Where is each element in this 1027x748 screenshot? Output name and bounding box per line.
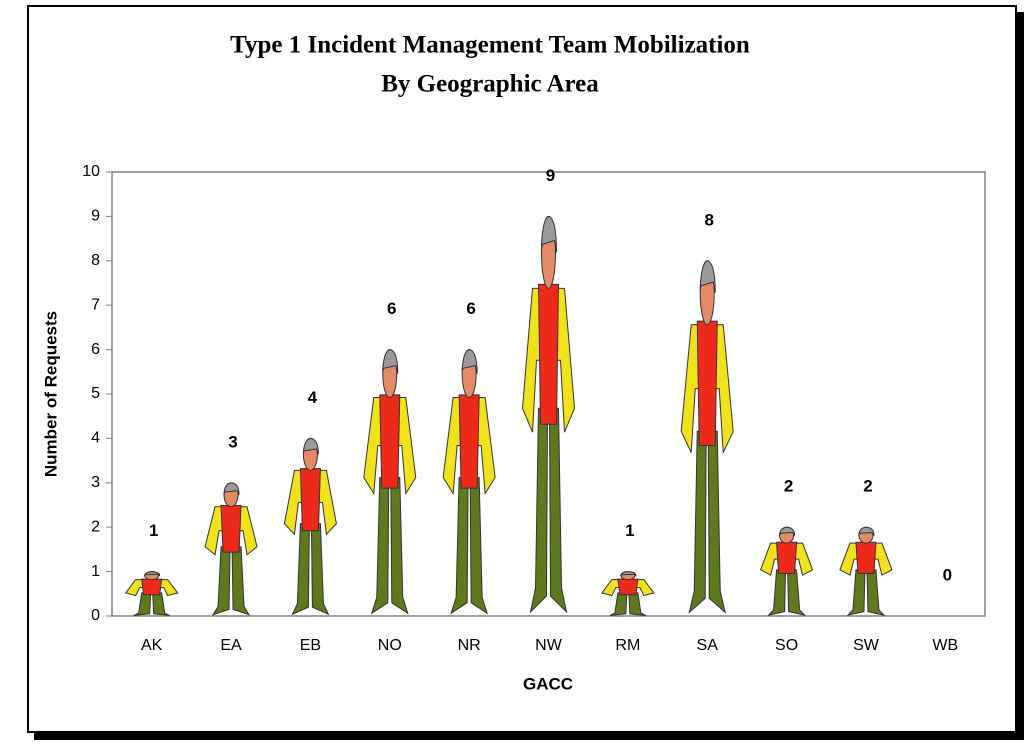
value-label: 9 — [546, 166, 555, 185]
hair — [859, 527, 874, 535]
hair — [700, 261, 715, 293]
vest — [856, 542, 876, 573]
x-tick-label: SA — [697, 637, 719, 654]
y-tick-label: 9 — [91, 208, 100, 225]
vest — [380, 395, 400, 488]
hair — [621, 572, 636, 576]
person-bar — [523, 216, 575, 612]
y-tick-label: 8 — [91, 252, 100, 269]
vest — [618, 579, 638, 595]
x-tick-label: EB — [300, 637, 321, 654]
y-tick-label: 1 — [91, 563, 100, 580]
hair — [383, 350, 398, 374]
vest — [142, 579, 162, 595]
vest — [697, 321, 717, 445]
x-tick-label: NW — [535, 637, 563, 654]
person-bar — [840, 527, 892, 615]
x-tick-label: SW — [853, 637, 880, 654]
x-axis-label: GACC — [523, 674, 573, 693]
value-label: 6 — [387, 299, 396, 318]
hair — [145, 572, 160, 576]
y-axis-label: Number of Requests — [41, 311, 60, 477]
value-label: 3 — [228, 432, 237, 451]
y-tick-label: 5 — [91, 385, 100, 402]
y-tick-label: 2 — [91, 518, 100, 535]
y-tick-label: 7 — [91, 296, 100, 313]
hair — [303, 438, 318, 454]
value-label: 0 — [943, 565, 952, 584]
value-label: 2 — [863, 477, 872, 496]
x-tick-label: NO — [378, 637, 402, 654]
hair — [780, 527, 795, 535]
vest — [777, 542, 797, 573]
value-label: 4 — [308, 388, 318, 407]
hair — [462, 350, 477, 374]
x-tick-label: SO — [775, 637, 798, 654]
x-tick-label: AK — [141, 637, 163, 654]
y-tick-label: 0 — [91, 607, 100, 624]
value-label: 2 — [784, 477, 793, 496]
x-tick-label: RM — [615, 637, 640, 654]
y-tick-label: 3 — [91, 474, 100, 491]
chart-title: Type 1 Incident Management Team Mobiliza… — [230, 32, 750, 59]
y-tick-label: 10 — [82, 163, 100, 180]
x-tick-label: NR — [458, 637, 481, 654]
person-bar — [364, 350, 416, 614]
y-tick-label: 6 — [91, 341, 100, 358]
value-label: 1 — [149, 521, 158, 540]
person-bar — [126, 572, 178, 616]
frame — [27, 5, 1017, 733]
vest — [221, 505, 241, 552]
hair — [224, 483, 239, 495]
y-tick-label: 4 — [91, 430, 100, 447]
chart-title: By Geographic Area — [381, 71, 599, 98]
hair — [542, 216, 557, 252]
person-bar — [681, 261, 733, 613]
person-bar — [761, 527, 813, 615]
value-label: 8 — [704, 210, 713, 229]
value-label: 1 — [625, 521, 634, 540]
value-label: 6 — [466, 299, 475, 318]
person-bar — [602, 572, 654, 616]
person-bar — [443, 350, 495, 614]
vest — [459, 395, 479, 488]
person-bar — [284, 438, 336, 614]
vest — [539, 284, 559, 424]
person-bar — [205, 483, 257, 615]
vest — [300, 469, 320, 531]
x-tick-label: EA — [220, 637, 242, 654]
x-tick-label: WB — [932, 637, 958, 654]
